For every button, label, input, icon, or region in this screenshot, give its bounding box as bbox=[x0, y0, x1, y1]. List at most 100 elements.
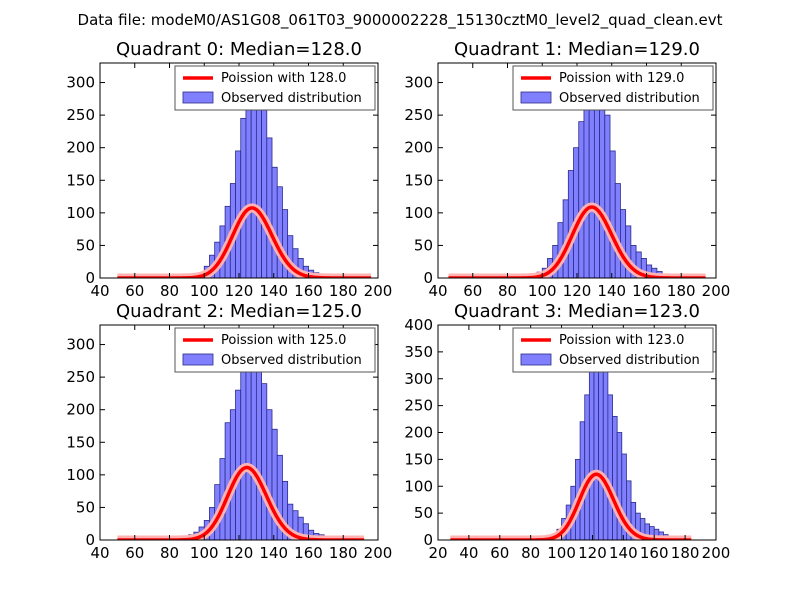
histogram-bar bbox=[583, 95, 590, 278]
y-tick-label: 200 bbox=[66, 139, 95, 157]
histogram-bar bbox=[602, 367, 609, 540]
x-tick-label: 180 bbox=[329, 282, 358, 300]
x-tick-label: 80 bbox=[160, 544, 179, 562]
x-tick-label: 200 bbox=[364, 282, 393, 300]
x-tick-label: 120 bbox=[578, 544, 607, 562]
poisson-curve bbox=[450, 472, 692, 540]
subplot-grid: Quadrant 0: Median=128.040 60 80 100 120 140 1… bbox=[66, 39, 730, 562]
y-tick-label: 50 bbox=[414, 504, 433, 522]
x-tick-label: 80 bbox=[160, 282, 179, 300]
y-tick-label: 300 bbox=[66, 74, 95, 92]
x-tick-label: 40 bbox=[459, 544, 478, 562]
quadrant-1-title: Quadrant 1: Median=129.0 bbox=[454, 39, 700, 60]
y-tick-label: 100 bbox=[66, 466, 95, 484]
legend: Poission with 128.0 Observed distribution bbox=[174, 65, 376, 111]
x-tick-label: 140 bbox=[259, 282, 288, 300]
histogram-bar bbox=[276, 186, 283, 278]
histogram-bar bbox=[245, 344, 252, 540]
y-tick-label: 50 bbox=[414, 236, 433, 254]
y-tick-label: 200 bbox=[404, 139, 433, 157]
y-tick-label: 150 bbox=[66, 171, 95, 189]
quadrant-3-plot-area bbox=[447, 343, 695, 540]
y-tick-label: 50 bbox=[76, 498, 95, 516]
x-tick-label: 80 bbox=[521, 544, 540, 562]
histogram-bar bbox=[609, 150, 616, 278]
y-tick-label: 50 bbox=[76, 236, 95, 254]
x-tick-label: 140 bbox=[597, 282, 626, 300]
y-tick-label: 350 bbox=[404, 343, 433, 361]
quadrant-0-plot-area bbox=[114, 74, 374, 278]
x-tick-label: 160 bbox=[294, 282, 323, 300]
histogram-bar bbox=[255, 357, 262, 540]
histogram-bar bbox=[584, 394, 590, 540]
x-tick-label: 40 bbox=[428, 282, 447, 300]
y-tick-label: 250 bbox=[66, 106, 95, 124]
histogram-bar bbox=[620, 209, 627, 278]
x-tick-label: 100 bbox=[547, 544, 576, 562]
x-tick-label: 200 bbox=[364, 544, 393, 562]
x-tick-label: 80 bbox=[498, 282, 517, 300]
x-tick-label: 140 bbox=[259, 544, 288, 562]
y-tick-label: 250 bbox=[404, 106, 433, 124]
y-tick-label: 200 bbox=[404, 424, 433, 442]
y-tick-label: 250 bbox=[66, 368, 95, 386]
x-tick-label: 160 bbox=[632, 282, 661, 300]
histogram-bar bbox=[578, 121, 585, 278]
legend-patch-swatch bbox=[182, 353, 214, 366]
histogram-bar bbox=[598, 351, 604, 540]
histogram-bar bbox=[599, 85, 606, 278]
histogram-bar bbox=[266, 409, 273, 540]
legend: Poission with 129.0 Observed distribution bbox=[512, 65, 714, 111]
x-tick-label: 60 bbox=[463, 282, 482, 300]
histogram-bar bbox=[261, 101, 268, 278]
x-tick-label: 60 bbox=[490, 544, 509, 562]
quadrant-3-title: Quadrant 3: Median=123.0 bbox=[454, 301, 700, 322]
y-tick-label: 300 bbox=[66, 336, 95, 354]
y-tick-label: 0 bbox=[85, 531, 95, 549]
histogram-bar bbox=[240, 117, 247, 278]
x-tick-label: 120 bbox=[225, 282, 254, 300]
histogram-bar bbox=[612, 415, 618, 540]
y-tick-label: 250 bbox=[404, 397, 433, 415]
x-tick-label: 180 bbox=[667, 282, 696, 300]
histogram-bar bbox=[588, 356, 595, 540]
legend-label-observed: Observed distribution bbox=[221, 91, 362, 106]
quadrant-2-panel: Quadrant 2: Median=125.0 40 60 80 100 120 140 1… bbox=[66, 301, 392, 562]
histogram-bar bbox=[235, 389, 242, 540]
y-tick-label: 100 bbox=[66, 204, 95, 222]
histogram-bar bbox=[588, 82, 595, 278]
quadrant-1-panel: Quadrant 1: Median=129.0 40 60 80 100 120 140 1… bbox=[404, 39, 730, 300]
histogram-bar bbox=[607, 394, 613, 540]
x-tick-label: 140 bbox=[609, 544, 638, 562]
x-tick-label: 120 bbox=[563, 282, 592, 300]
x-tick-label: 160 bbox=[294, 544, 323, 562]
legend-label-poisson: Poission with 125.0 bbox=[221, 333, 346, 348]
quadrant-0-panel: Quadrant 0: Median=128.0 40 60 80 100 120 140 1… bbox=[66, 39, 392, 300]
x-tick-label: 40 bbox=[90, 282, 109, 300]
legend-patch-swatch bbox=[182, 91, 214, 104]
y-tick-label: 100 bbox=[404, 204, 433, 222]
histogram-bar bbox=[604, 114, 611, 278]
quadrant-0-title: Quadrant 0: Median=128.0 bbox=[116, 39, 362, 60]
figure-title: Data file: modeM0/AS1G08_061T03_90000022… bbox=[78, 11, 723, 30]
legend-label-observed: Observed distribution bbox=[559, 91, 700, 106]
x-tick-label: 100 bbox=[528, 282, 557, 300]
y-tick-label: 0 bbox=[423, 269, 433, 287]
histogram-bar bbox=[593, 343, 600, 540]
x-tick-label: 60 bbox=[125, 282, 144, 300]
y-tick-label: 0 bbox=[423, 531, 433, 549]
y-tick-label: 0 bbox=[85, 269, 95, 287]
y-tick-label: 100 bbox=[404, 477, 433, 495]
histogram-bar bbox=[614, 183, 621, 278]
x-tick-label: 100 bbox=[190, 282, 219, 300]
x-tick-label: 20 bbox=[428, 544, 447, 562]
x-tick-label: 180 bbox=[329, 544, 358, 562]
quadrant-2-title: Quadrant 2: Median=125.0 bbox=[116, 301, 362, 322]
x-tick-label: 120 bbox=[225, 544, 254, 562]
x-tick-label: 200 bbox=[702, 544, 731, 562]
x-tick-label: 40 bbox=[90, 544, 109, 562]
y-tick-label: 200 bbox=[66, 401, 95, 419]
legend-label-poisson: Poission with 123.0 bbox=[559, 333, 684, 348]
legend-patch-swatch bbox=[520, 353, 552, 366]
